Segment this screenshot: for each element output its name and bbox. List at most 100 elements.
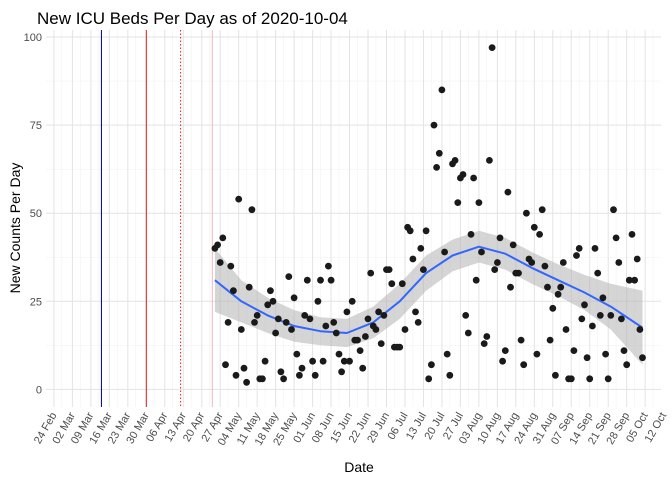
data-point (340, 357, 348, 365)
data-point (372, 326, 380, 333)
data-point (520, 361, 528, 369)
data-point (314, 297, 322, 305)
data-point (596, 312, 604, 319)
data-point (446, 371, 454, 379)
data-point (575, 245, 583, 252)
data-point (245, 283, 253, 291)
data-point (322, 322, 330, 330)
data-point (528, 259, 536, 266)
data-point (269, 297, 277, 305)
data-point (412, 308, 419, 316)
data-point (557, 283, 565, 291)
x-axis-title: Date (344, 459, 374, 475)
data-point (359, 364, 367, 372)
data-point (325, 262, 332, 270)
data-point (319, 357, 327, 365)
data-point (467, 231, 475, 238)
data-point (306, 315, 314, 323)
data-point (623, 361, 631, 369)
data-point (538, 206, 546, 214)
data-point (428, 361, 435, 369)
data-point (464, 329, 472, 337)
data-point (282, 319, 290, 326)
data-point (438, 86, 446, 94)
data-point (330, 319, 338, 326)
data-point (296, 371, 303, 379)
data-point (385, 266, 393, 273)
data-point (583, 354, 591, 362)
data-point (625, 276, 633, 284)
data-point (290, 294, 298, 302)
y-axis-title: New Counts Per Day (7, 163, 23, 294)
data-point (237, 326, 245, 333)
data-point (285, 273, 293, 280)
data-point (631, 276, 638, 284)
data-point (536, 231, 543, 238)
y-tick-label: 75 (30, 120, 42, 132)
data-point (222, 361, 229, 369)
data-point (599, 294, 607, 302)
data-point (425, 375, 433, 383)
data-point (259, 375, 266, 383)
data-point (501, 347, 509, 354)
data-point (261, 357, 269, 365)
data-point (544, 283, 551, 291)
data-point (343, 308, 351, 316)
data-point (435, 149, 443, 157)
data-point (227, 262, 235, 270)
data-point (443, 350, 451, 358)
data-point (388, 280, 396, 288)
data-point (586, 375, 594, 383)
data-point (552, 371, 559, 379)
y-tick-label: 25 (30, 296, 42, 308)
data-point (219, 234, 227, 242)
data-point (327, 276, 335, 284)
data-point (293, 350, 301, 358)
data-point (499, 357, 506, 365)
data-point (422, 227, 430, 235)
data-point (280, 375, 287, 383)
data-point (406, 227, 414, 235)
data-point (267, 287, 274, 295)
y-tick-label: 0 (36, 384, 42, 396)
data-point (594, 269, 602, 277)
data-point (488, 44, 496, 51)
data-point (615, 259, 623, 266)
data-point (554, 290, 562, 298)
data-point (559, 259, 567, 266)
data-point (523, 209, 530, 217)
data-point (251, 319, 258, 326)
data-point (396, 343, 404, 351)
y-tick-label: 50 (30, 208, 42, 220)
data-point (240, 364, 248, 372)
data-point (628, 231, 636, 238)
data-point (235, 195, 243, 203)
y-tick-label: 100 (24, 32, 42, 44)
data-point (549, 304, 557, 312)
data-point (354, 336, 361, 344)
data-point (338, 368, 345, 376)
data-point (362, 333, 369, 340)
data-point (243, 378, 251, 386)
data-point (504, 188, 512, 196)
data-point (317, 276, 324, 284)
data-point (496, 234, 504, 242)
data-point (578, 315, 586, 323)
data-point (612, 234, 620, 242)
data-point (441, 248, 448, 256)
data-point (409, 255, 417, 263)
data-point (367, 269, 375, 277)
data-point (602, 350, 609, 358)
data-point (475, 199, 483, 207)
data-point (486, 157, 493, 164)
data-point (573, 252, 580, 259)
data-point (591, 245, 599, 252)
data-point (570, 347, 578, 354)
data-point (509, 241, 517, 249)
data-point (230, 287, 237, 295)
data-point (620, 347, 628, 354)
data-point (633, 255, 641, 263)
data-point (264, 301, 272, 309)
